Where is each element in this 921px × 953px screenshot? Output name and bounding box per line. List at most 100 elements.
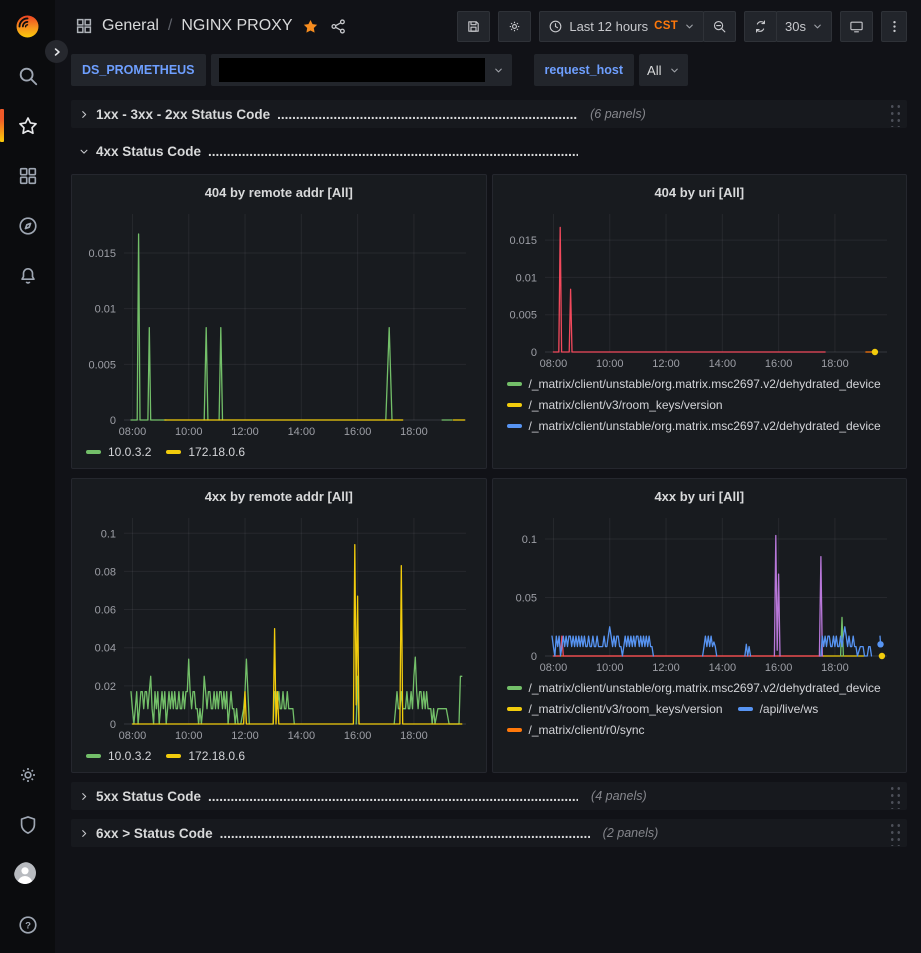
datasource-select[interactable]	[210, 54, 512, 86]
row-title: 4xx Status Code	[96, 143, 202, 159]
dashboards-grid-icon[interactable]	[75, 17, 93, 35]
series-color-swatch	[166, 449, 182, 454]
row-leader-dots: ........................................…	[277, 106, 578, 122]
drag-handle-icon[interactable]	[888, 820, 901, 846]
zoom-out-button[interactable]	[703, 10, 737, 42]
sidebar-bottom: ?	[14, 761, 42, 939]
svg-text:14:00: 14:00	[288, 730, 316, 742]
svg-text:10:00: 10:00	[595, 662, 623, 674]
legend-item[interactable]: 172.18.0.6	[166, 441, 245, 462]
legend-item[interactable]: /_matrix/client/unstable/org.matrix.msc2…	[506, 677, 881, 698]
variables-submenu: DS_PROMETHEUS request_host All	[55, 52, 921, 96]
svg-text:16:00: 16:00	[764, 662, 792, 674]
svg-text:10:00: 10:00	[175, 730, 203, 742]
user-avatar[interactable]	[14, 861, 42, 889]
chart-plot[interactable]: 08:00 10:00 12:00 14:00 16:00 18:00 0 0.02 0.04 0…	[80, 510, 478, 744]
legend-item[interactable]: /api/live/ws	[737, 698, 819, 719]
help-icon[interactable]: ?	[14, 911, 42, 939]
series-color-swatch	[166, 753, 182, 758]
more-options-button[interactable]	[881, 10, 907, 42]
legend-item[interactable]: 10.0.3.2	[86, 441, 151, 462]
svg-text:12:00: 12:00	[652, 358, 680, 370]
request-host-label: request_host	[533, 54, 635, 86]
row-1xx-3xx-2xx-status-code[interactable]: 1xx - 3xx - 2xx Status Code ............…	[71, 100, 907, 128]
dashboard-title[interactable]: NGINX PROXY	[181, 17, 293, 34]
sidebar: ?	[0, 0, 55, 953]
refresh-button[interactable]	[744, 10, 778, 42]
svg-text:18:00: 18:00	[400, 426, 428, 438]
server-admin-shield-icon[interactable]	[14, 811, 42, 839]
dashboard-settings-button[interactable]	[498, 10, 532, 42]
series-label: /_matrix/client/unstable/org.matrix.msc2…	[528, 376, 881, 391]
chart-canvas: 08:00 10:00 12:00 14:00 16:00 18:00 0 0.02 0.04 0…	[95, 518, 466, 742]
chart-plot[interactable]: 08:00 10:00 12:00 14:00 16:00 18:00 0 0.005 0.01…	[501, 206, 899, 372]
active-section-indicator	[0, 109, 4, 142]
chart-legend: 10.0.3.2 172.18.0.6	[80, 440, 478, 468]
dashboard-header: General / NGINX PROXY	[55, 0, 921, 52]
series-label: /_matrix/client/unstable/org.matrix.msc2…	[528, 418, 881, 433]
row-6xx-status-code[interactable]: 6xx > Status Code ......................…	[71, 819, 907, 847]
series-color-swatch	[506, 402, 522, 407]
chart-legend: /_matrix/client/unstable/org.matrix.msc2…	[501, 372, 899, 434]
dashboards-icon[interactable]	[14, 162, 42, 190]
drag-handle-icon[interactable]	[888, 783, 901, 809]
search-icon[interactable]	[14, 62, 42, 90]
chart-plot[interactable]: 08:00 10:00 12:00 14:00 16:00 18:00 0 0.05 0.1	[501, 510, 899, 676]
share-icon[interactable]	[330, 18, 347, 35]
legend-item[interactable]: /_matrix/client/v3/room_keys/version	[506, 698, 723, 719]
series-label: 10.0.3.2	[108, 748, 152, 763]
legend-item[interactable]: /_matrix/client/unstable/org.matrix.msc2…	[506, 373, 881, 394]
breadcrumb-section[interactable]: General	[102, 17, 159, 34]
configuration-gear-icon[interactable]	[14, 761, 42, 789]
row-4xx-status-code[interactable]: 4xx Status Code ........................…	[71, 137, 907, 165]
refresh-interval-picker[interactable]: 30s	[776, 10, 832, 42]
legend-item[interactable]: 172.18.0.6	[166, 745, 245, 766]
legend-item[interactable]: /_matrix/client/r0/sync	[506, 719, 645, 738]
svg-text:0.1: 0.1	[521, 534, 536, 546]
refresh-interval-label: 30s	[785, 18, 806, 34]
explore-compass-icon[interactable]	[14, 212, 42, 240]
row-leader-dots: ........................................…	[219, 825, 590, 841]
svg-text:08:00: 08:00	[119, 426, 147, 438]
series-label: 172.18.0.6	[188, 444, 246, 459]
sidebar-expand-button[interactable]	[45, 40, 68, 63]
drag-handle-icon[interactable]	[888, 101, 901, 127]
favorite-star-icon[interactable]	[302, 18, 319, 35]
alerting-bell-icon[interactable]	[14, 262, 42, 290]
series-color-swatch	[506, 423, 522, 428]
legend-item[interactable]: /_matrix/client/unstable/org.matrix.msc2…	[506, 415, 881, 434]
refresh-group: 30s	[744, 10, 832, 42]
panel-title[interactable]: 404 by remote addr [All]	[204, 185, 353, 200]
request-host-select[interactable]: All	[639, 54, 689, 86]
series-label: /api/live/ws	[759, 701, 819, 716]
time-range-picker[interactable]: Last 12 hours CST	[539, 10, 705, 42]
chart-plot[interactable]: 08:00 10:00 12:00 14:00 16:00 18:00 0 0.005 0.01…	[80, 206, 478, 440]
row-title: 6xx > Status Code	[96, 825, 213, 841]
timezone-label: CST	[654, 20, 679, 32]
panel-title[interactable]: 4xx by uri [All]	[654, 489, 745, 504]
legend-item[interactable]: 10.0.3.2	[86, 745, 151, 766]
dashboard-body: 1xx - 3xx - 2xx Status Code ............…	[55, 96, 921, 953]
panel-title[interactable]: 404 by uri [All]	[654, 185, 745, 200]
tv-mode-button[interactable]	[840, 10, 873, 42]
row-title: 5xx Status Code	[96, 788, 202, 804]
legend-item[interactable]: /_matrix/client/v3/room_keys/version	[506, 394, 723, 415]
series-label: 172.18.0.6	[188, 748, 246, 763]
chart-legend: 10.0.3.2 172.18.0.6	[80, 744, 478, 772]
series-label: /_matrix/client/v3/room_keys/version	[528, 397, 723, 412]
starred-dashboards-icon[interactable]	[0, 109, 42, 142]
main-content: General / NGINX PROXY	[55, 0, 921, 953]
svg-text:0.02: 0.02	[95, 681, 116, 693]
series-color-swatch	[506, 685, 522, 690]
svg-text:14:00: 14:00	[708, 662, 736, 674]
svg-text:0.06: 0.06	[95, 605, 116, 617]
grafana-logo-icon[interactable]	[14, 12, 42, 40]
svg-text:0.01: 0.01	[95, 304, 116, 316]
row-5xx-status-code[interactable]: 5xx Status Code ........................…	[71, 782, 907, 810]
save-dashboard-button[interactable]	[457, 10, 491, 42]
time-range-label: Last 12 hours	[569, 18, 649, 34]
svg-text:08:00: 08:00	[539, 358, 567, 370]
svg-text:0: 0	[530, 347, 536, 359]
panel-title[interactable]: 4xx by remote addr [All]	[204, 489, 353, 504]
